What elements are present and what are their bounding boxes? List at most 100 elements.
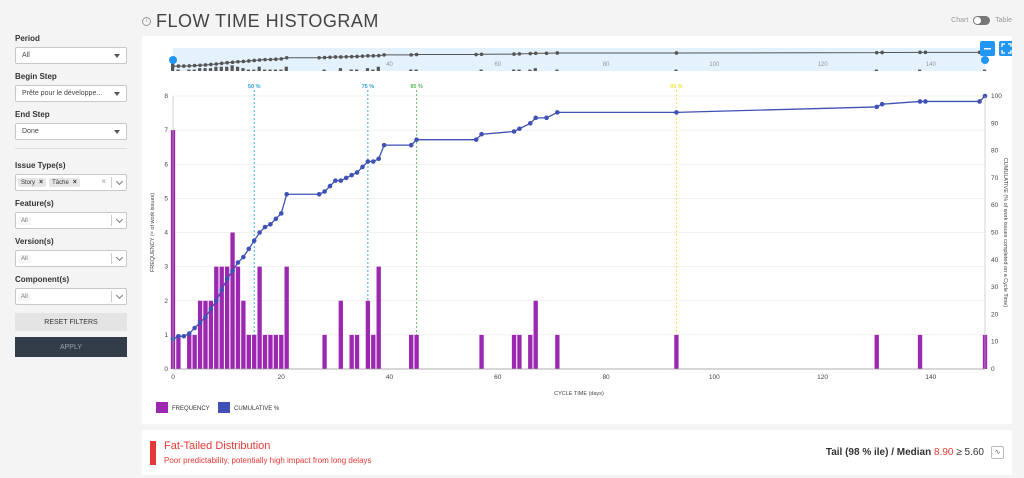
navigator-bar (349, 69, 353, 71)
frequency-bar (349, 334, 354, 369)
chart-navigator[interactable]: 40 60 80 100 120 140 (169, 48, 989, 71)
legend-label-frequency: FREQUENCY (172, 406, 210, 412)
tail-label: Tail (98 % ile) / Median (825, 447, 932, 458)
navigator-point (214, 62, 219, 66)
navigator-point (219, 61, 224, 66)
cumulative-point (977, 99, 982, 104)
frequency-bar (674, 334, 679, 369)
apply-button[interactable]: APPLY (15, 337, 127, 357)
component-select[interactable]: All (15, 288, 127, 305)
toggle-table-label: Table (995, 17, 1012, 24)
navigator-tick-label: 40 (386, 62, 393, 68)
legend-label-cumulative: CUMULATIVE % (234, 406, 280, 412)
toggle-chart-label: Chart (951, 17, 969, 24)
remove-icon[interactable]: × (39, 179, 44, 186)
fullscreen-button[interactable] (999, 41, 1014, 56)
y-tick-label: 2 (164, 298, 168, 305)
clear-icon[interactable]: × (101, 177, 106, 186)
x-tick-label: 140 (925, 374, 936, 381)
navigator-bar (409, 69, 413, 71)
navigator-point (176, 64, 181, 68)
cumulative-point (349, 172, 354, 178)
cumulative-point (874, 104, 880, 110)
cumulative-point (414, 137, 419, 142)
version-value: All (18, 254, 31, 263)
end-step-select[interactable]: Done (15, 123, 127, 140)
trend-icon[interactable]: ∿ (991, 446, 1004, 459)
chevron-down-icon[interactable] (115, 215, 124, 224)
chart-axes: 0 20 40 60 80 100 120 1400123456780102030405060… (150, 93, 1008, 397)
info-icon[interactable]: i (142, 17, 151, 26)
x-tick-label: 20 (278, 374, 286, 381)
navigator-tick-label: 140 (926, 62, 937, 68)
navigator-point (533, 51, 538, 56)
expand-icon (1001, 43, 1012, 54)
frequency-bar (214, 266, 219, 369)
chevron-down-icon (114, 54, 120, 58)
reset-filters-button[interactable]: RESET FILTERS (15, 313, 127, 331)
separator (111, 215, 112, 226)
frequency-bar (192, 334, 197, 369)
navigator-point (544, 51, 549, 56)
begin-step-select[interactable]: Prête pour le développe... (15, 85, 127, 102)
version-select[interactable]: All (15, 250, 127, 267)
percentile-lines: 50 % 75 % 85 % 95 % (248, 84, 683, 369)
frequency-bars (170, 130, 988, 369)
frequency-bar (409, 334, 414, 369)
navigator-point (328, 55, 332, 60)
frequency-bar (273, 334, 279, 369)
version-label: Version(s) (15, 237, 54, 246)
frequency-bar (874, 334, 879, 369)
frequency-bar (354, 334, 360, 369)
remove-icon[interactable]: × (72, 179, 77, 186)
cumulative-point (219, 287, 225, 293)
histogram-chart: 40 60 80 100 120 140 50 % 75 % 85 % 95 % 0 20 40 60… (150, 41, 1014, 413)
cumulative-point (192, 325, 197, 331)
cumulative-point (479, 131, 484, 137)
navigator-point (923, 50, 928, 55)
y-tick-label: 1 (164, 332, 168, 339)
component-value: All (18, 292, 31, 301)
frequency-bar (322, 334, 327, 369)
issue-tag-story[interactable]: Story × (18, 178, 47, 187)
navigator-point (479, 52, 484, 57)
cumulative-point (208, 306, 214, 312)
issue-type-select[interactable]: Story × Tâche × × (15, 174, 127, 191)
cumulative-point (203, 314, 208, 320)
frequency-bar (187, 334, 192, 369)
cumulative-point (533, 115, 538, 121)
navigator-bar (273, 69, 278, 71)
chevron-down-icon[interactable] (115, 177, 124, 186)
navigator-bar (214, 66, 218, 71)
toggle-switch[interactable] (973, 16, 991, 25)
chart-legend[interactable]: FREQUENCY CUMULATIVE % (156, 402, 280, 413)
navigator-bar (187, 69, 191, 71)
cumulative-point (511, 129, 517, 134)
navigator-bar (268, 69, 272, 71)
zoom-buttons[interactable] (980, 41, 1014, 56)
navigator-point (268, 57, 273, 62)
cumulative-point (338, 178, 344, 183)
y2-tick-label: 30 (991, 284, 999, 291)
view-toggle[interactable]: Chart Table (951, 16, 1012, 25)
navigator-point (517, 52, 522, 56)
navigator-bar (338, 68, 343, 71)
tag-label: Story (21, 179, 36, 186)
distribution-subtitle: Poor predictability, potentially high im… (164, 456, 372, 465)
feature-select[interactable]: All (15, 212, 127, 229)
navigator-point (322, 55, 327, 60)
cumulative-point (241, 254, 246, 260)
chevron-down-icon[interactable] (115, 291, 124, 300)
navigator-bar (479, 69, 483, 71)
frequency-bar (376, 266, 381, 369)
chevron-down-icon[interactable] (115, 253, 124, 262)
cumulative-point (354, 170, 360, 175)
frequency-bar (235, 266, 241, 369)
period-select[interactable]: All (15, 47, 127, 64)
navigator-bar (874, 69, 878, 71)
cumulative-point (343, 175, 349, 181)
cumulative-point (360, 164, 365, 170)
issue-tag-tache[interactable]: Tâche × (49, 178, 80, 187)
distribution-summary: Fat-Tailed Distribution Poor predictabil… (142, 430, 1012, 475)
navigator-bar (528, 69, 532, 71)
